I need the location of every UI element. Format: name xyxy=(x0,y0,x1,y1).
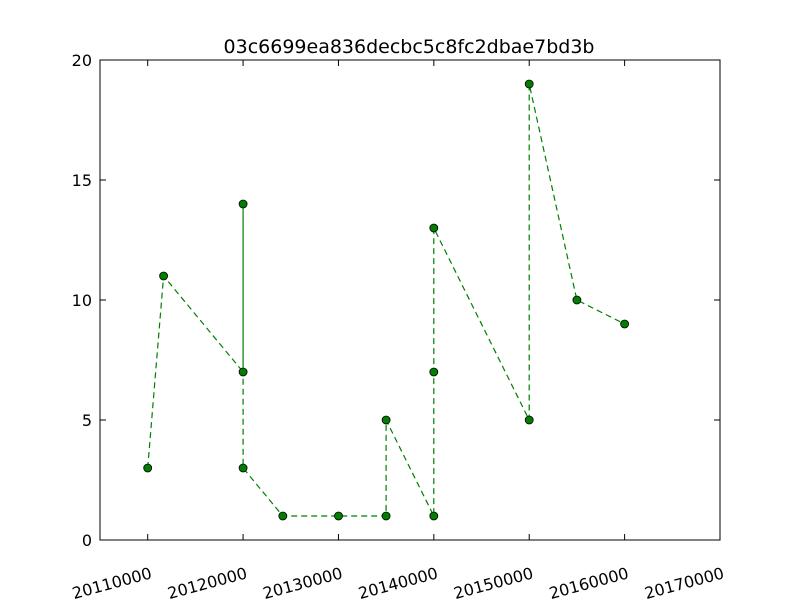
y-tick-label: 5 xyxy=(82,411,92,430)
data-point xyxy=(238,463,248,473)
plot-series xyxy=(143,79,629,521)
data-point xyxy=(238,199,248,209)
data-point xyxy=(429,367,439,377)
data-point xyxy=(620,319,629,329)
plot-frame xyxy=(99,59,721,541)
y-tick-label: 15 xyxy=(72,171,92,190)
series-line xyxy=(147,83,625,517)
data-point xyxy=(334,511,343,521)
data-point xyxy=(524,415,534,425)
data-point xyxy=(143,463,153,473)
y-tick-label: 10 xyxy=(72,291,92,310)
data-point xyxy=(278,511,288,521)
data-point xyxy=(238,367,248,377)
data-point xyxy=(381,511,391,521)
data-point xyxy=(159,271,169,281)
chart-title: 03c6699ea836decbc5c8fc2dbae7bd3b xyxy=(224,36,595,58)
data-point xyxy=(524,79,534,89)
data-point xyxy=(429,511,439,521)
data-point xyxy=(429,223,439,233)
y-tick-label: 0 xyxy=(82,531,92,550)
y-tick-label: 20 xyxy=(72,51,92,70)
data-point xyxy=(572,295,582,305)
data-point xyxy=(381,415,391,425)
